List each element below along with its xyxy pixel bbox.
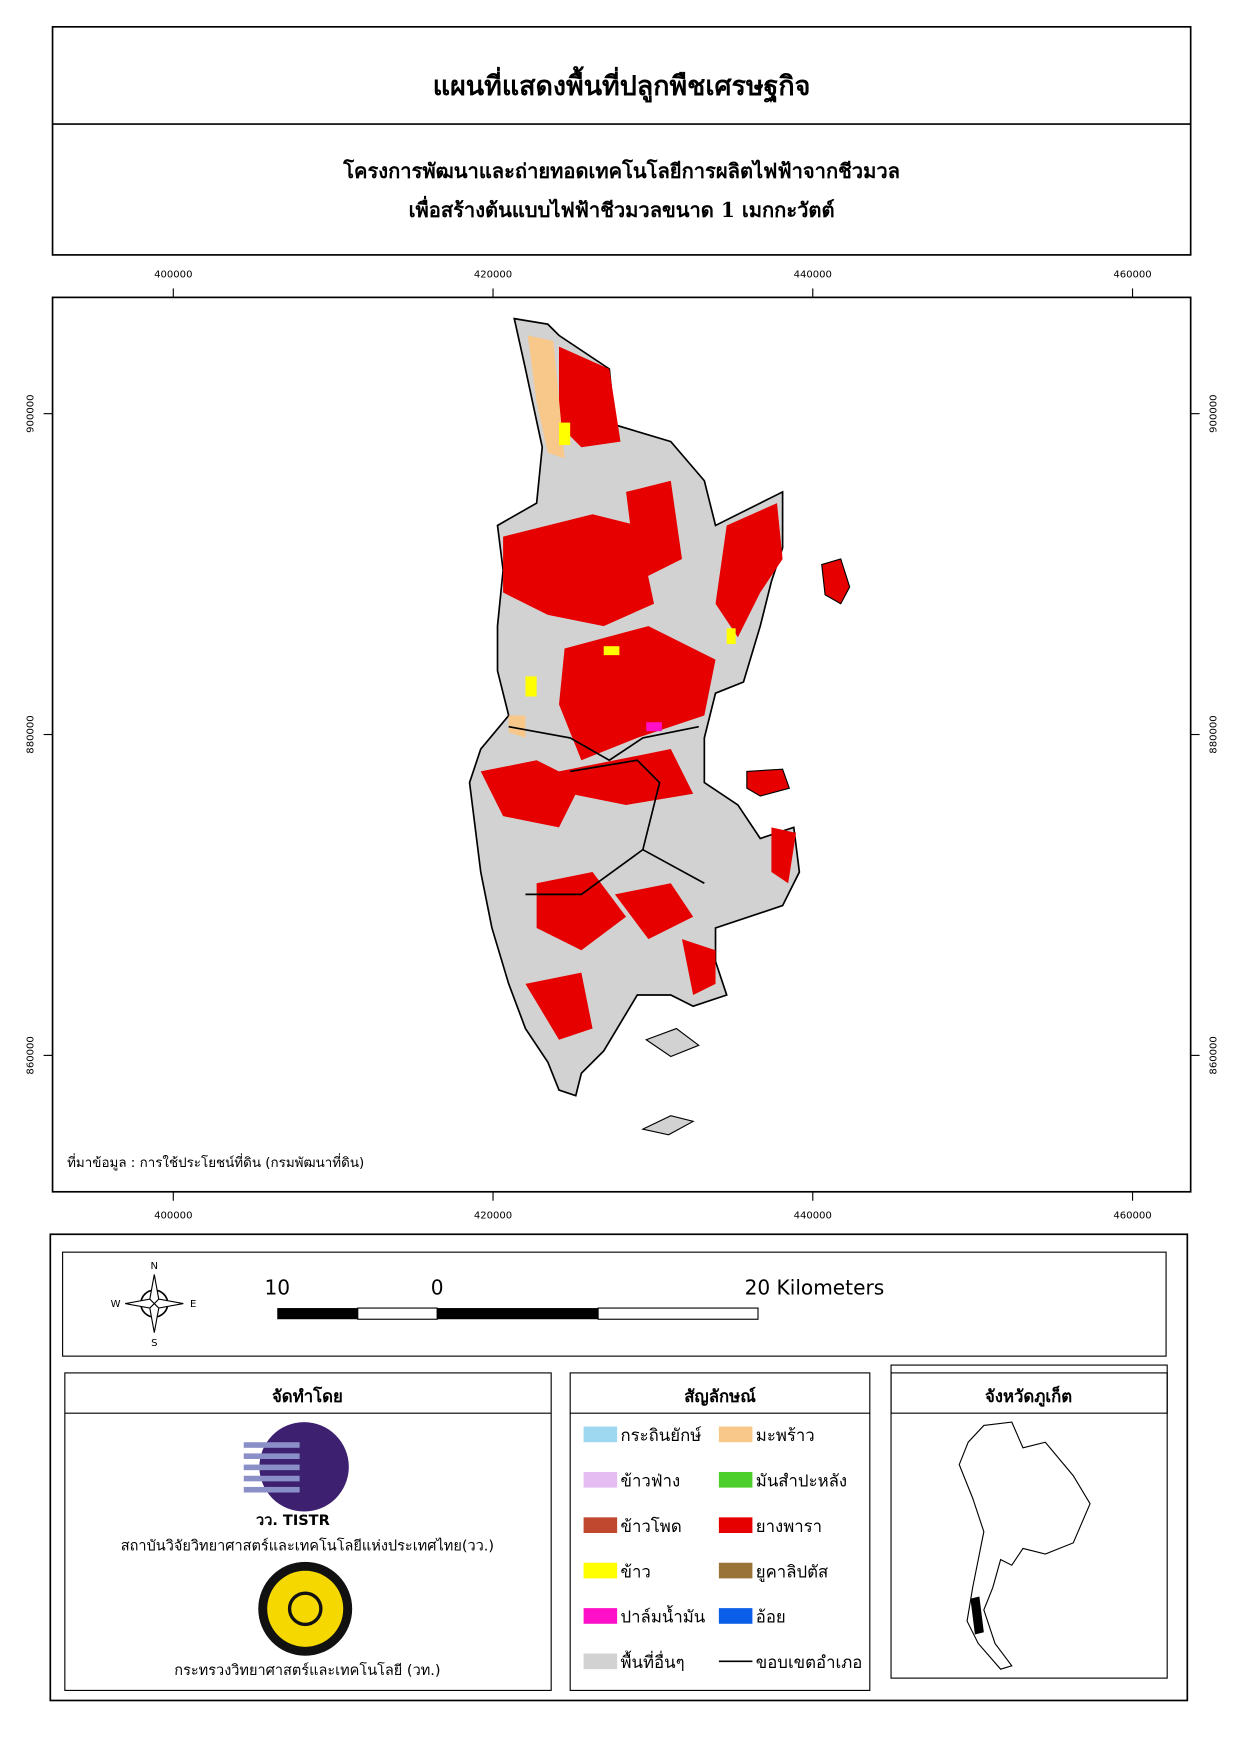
legend-label: ข้าวโพด	[620, 1516, 681, 1536]
legend-box	[569, 1372, 871, 1691]
legend-label: ข้าวฟ่าง	[620, 1470, 680, 1490]
org-name: สถาบันวิจัยวิทยาศาสตร์และเทคโนโลยีแห่งปร…	[121, 1537, 494, 1555]
legend-swatch	[718, 1562, 753, 1579]
title: แผนที่แสดงพื้นที่ปลูกพืชเศรษฐกิจ	[433, 66, 811, 104]
legend-label: มะพร้าว	[756, 1425, 815, 1445]
x-tick-label: 460000	[1113, 269, 1151, 280]
legend-label: ข้าว	[620, 1561, 650, 1581]
compass-letter: E	[190, 1299, 196, 1310]
legend-swatch	[583, 1608, 618, 1624]
legend-swatch	[718, 1426, 753, 1443]
x-tick-label: 460000	[1113, 1211, 1151, 1222]
bottom-panel	[49, 1233, 1189, 1702]
legend-swatch	[718, 1608, 753, 1624]
source-note: ที่มาข้อมูล : การใช้ประโยชน์ที่ดิน (กรมพ…	[67, 1153, 364, 1171]
island	[468, 317, 851, 1136]
legend-label: อ้อย	[756, 1607, 786, 1627]
x-tick-label: 420000	[474, 1211, 512, 1222]
legend-swatch	[583, 1653, 618, 1670]
header-box	[51, 25, 1192, 256]
legend-swatch	[583, 1517, 618, 1534]
subtitle: เพื่อสร้างต้นแบบไฟฟ้าชีวมวลขนาด 1 เมกกะว…	[409, 195, 835, 222]
scale-label: 20 Kilometers	[745, 1276, 885, 1300]
y-tick-label: 880000	[26, 715, 37, 753]
legend-label: กระถินยักษ์	[620, 1425, 701, 1445]
inset-box	[890, 1364, 1168, 1679]
legend-swatch	[583, 1562, 618, 1579]
y-tick-label: 900000	[1208, 394, 1219, 432]
legend-label: ยูคาลิปตัส	[756, 1561, 829, 1582]
inset-header	[890, 1372, 1168, 1414]
y-tick-label: 860000	[26, 1036, 37, 1074]
legend-label: ขอบเขตอำเภอ	[756, 1652, 863, 1672]
legend-swatch	[583, 1471, 618, 1488]
x-tick-label: 420000	[474, 269, 512, 280]
legend-swatch	[583, 1426, 618, 1443]
y-tick-label: 880000	[1208, 715, 1219, 753]
x-tick-label: 400000	[154, 269, 192, 280]
phuket-highlight	[970, 1596, 984, 1635]
producer-title: จัดทำโดย	[272, 1386, 343, 1406]
logo-text: วว. TISTR	[256, 1513, 330, 1529]
x-tick-label: 400000	[154, 1211, 192, 1222]
tistr-logo: วว. TISTR	[243, 1422, 349, 1529]
legend-swatch	[718, 1471, 753, 1488]
compass-letter: N	[151, 1261, 159, 1272]
scale-label: 10	[264, 1276, 290, 1300]
y-tick-label: 860000	[1208, 1036, 1219, 1074]
legend-label: พื้นที่อื่นๆ	[620, 1650, 684, 1672]
legend-swatch	[718, 1517, 753, 1534]
compass-letter: S	[151, 1338, 157, 1349]
compass-letter: W	[111, 1299, 121, 1310]
scale-bar: 10 0 20 Kilometers	[264, 1276, 884, 1320]
compass: N E S W	[111, 1261, 197, 1349]
scale-label: 0	[431, 1276, 444, 1300]
org-name: กระทรวงวิทยาศาสตร์และเทคโนโลยี (วท.)	[174, 1661, 440, 1679]
legend-label: ยางพารา	[756, 1516, 822, 1536]
most-logo	[258, 1561, 353, 1656]
y-tick-label: 900000	[26, 394, 37, 432]
producer-box	[64, 1372, 552, 1691]
x-tick-label: 440000	[794, 1211, 832, 1222]
subtitle: โครงการพัฒนาและถ่ายทอดเทคโนโลยีการผลิตไฟ…	[342, 158, 900, 183]
x-tick-label: 440000	[794, 269, 832, 280]
scale-box	[62, 1251, 1167, 1357]
inset-title: จังหวัดภูเก็ต	[985, 1385, 1072, 1408]
legend-label: มันสำปะหลัง	[756, 1470, 847, 1490]
legend-title: สัญลักษณ์	[684, 1386, 756, 1407]
legend-label: ปาล์มน้ำมัน	[620, 1605, 705, 1627]
thailand-outline	[958, 1421, 1091, 1670]
